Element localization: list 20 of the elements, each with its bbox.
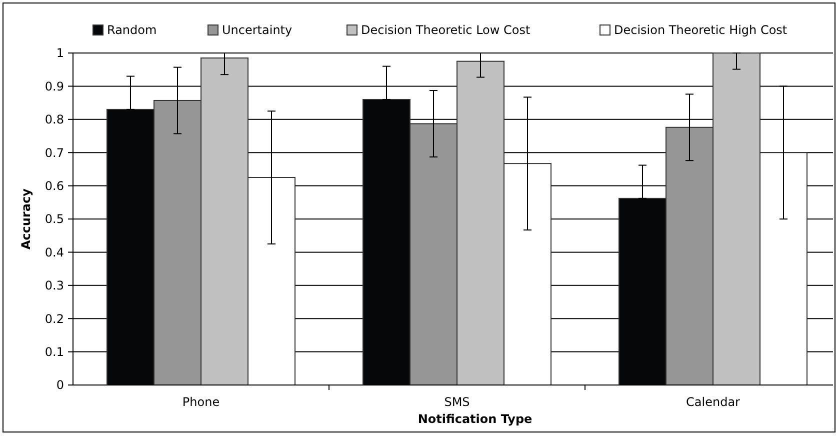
legend-label: Uncertainty <box>222 23 292 37</box>
x-tick-label: SMS <box>444 395 470 409</box>
y-tick-label: 0.7 <box>44 146 64 160</box>
y-tick-label: 0.1 <box>44 345 64 359</box>
legend-label: Decision Theoretic Low Cost <box>361 23 530 37</box>
y-tick-label: 0.3 <box>44 278 64 293</box>
x-axis-title: Notification Type <box>418 412 532 426</box>
y-tick-label: 0.9 <box>44 79 64 94</box>
y-tick-label: 0 <box>56 378 64 392</box>
x-tick-label: Calendar <box>686 395 740 409</box>
y-tick-label: 0.2 <box>44 312 64 326</box>
legend-label: Random <box>107 23 157 37</box>
y-tick-label: 0.4 <box>44 245 64 260</box>
y-axis-title: Accuracy <box>19 188 33 250</box>
legend-label: Decision Theoretic High Cost <box>614 23 788 37</box>
y-tick-label: 1 <box>56 46 64 60</box>
y-tick-label: 0.5 <box>44 212 64 226</box>
y-tick-label: 0.8 <box>44 112 64 127</box>
y-tick-label: 0.6 <box>44 179 64 193</box>
x-tick-label: Phone <box>182 395 220 409</box>
